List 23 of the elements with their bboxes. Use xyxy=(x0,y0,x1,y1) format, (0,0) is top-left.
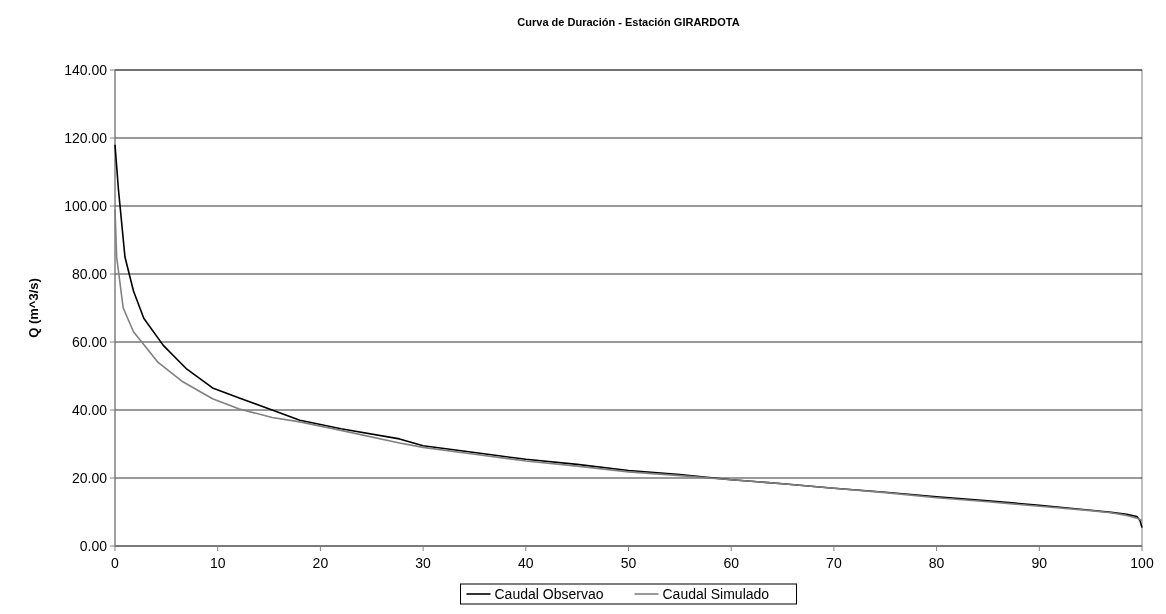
y-tick-label: 80.00 xyxy=(71,265,108,282)
x-tick-label: 10 xyxy=(209,555,226,571)
y-tick-label: 40.00 xyxy=(71,401,108,418)
x-tick-label: 20 xyxy=(312,555,329,571)
chart-title: Curva de Duración - Estación GIRARDOTA xyxy=(517,16,740,28)
y-tick-label: 140.00 xyxy=(64,61,108,78)
x-tick-label: 40 xyxy=(518,555,534,571)
x-tick-label: 60 xyxy=(723,555,740,571)
x-tick-label: 100 xyxy=(1130,555,1154,571)
x-tick-label: 70 xyxy=(826,555,842,571)
y-tick-label: 0.00 xyxy=(79,537,108,554)
y-tick-label: 100.00 xyxy=(64,197,108,214)
x-tick-label: 30 xyxy=(415,555,432,571)
x-tick-label: 90 xyxy=(1031,555,1048,571)
y-tick-label: 20.00 xyxy=(71,469,108,486)
y-axis-title: Q (m^3/s) xyxy=(26,278,41,338)
y-tick-label: 120.00 xyxy=(64,129,108,146)
legend-label: Caudal Simulado xyxy=(662,585,770,602)
x-tick-label: 0 xyxy=(111,555,120,571)
x-tick-label: 50 xyxy=(620,555,637,571)
x-tick-label: 80 xyxy=(928,555,945,571)
y-tick-label: 60.00 xyxy=(71,333,108,350)
legend-label: Caudal Observao xyxy=(494,585,604,602)
